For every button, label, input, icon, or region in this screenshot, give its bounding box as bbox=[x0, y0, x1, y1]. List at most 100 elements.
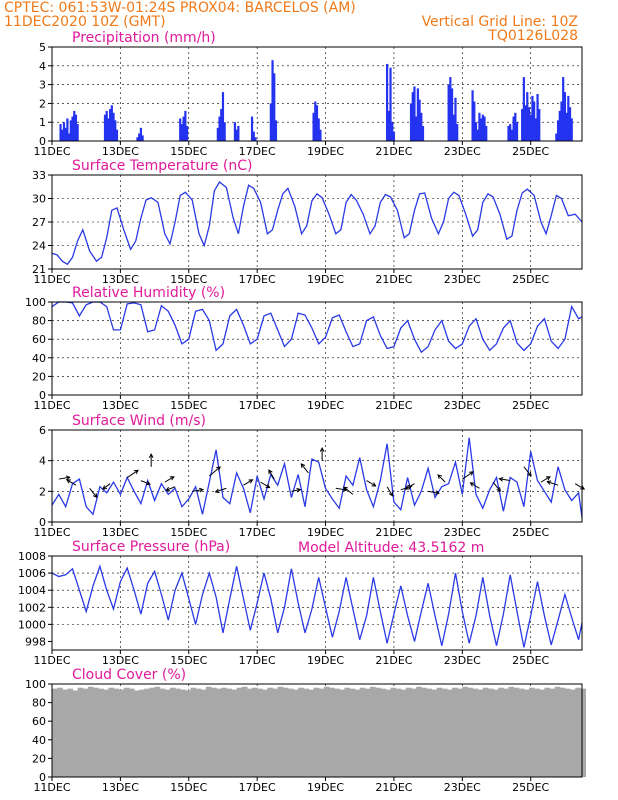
cloud-bar bbox=[134, 690, 140, 777]
y-tick-label: 60 bbox=[32, 333, 46, 346]
x-tick-label: 21DEC bbox=[375, 273, 412, 286]
header-date: 11DEC2020 10Z (GMT) bbox=[4, 14, 166, 30]
precip-bar bbox=[409, 103, 413, 141]
y-tick-label: 998 bbox=[25, 635, 46, 648]
cloud-bar bbox=[411, 688, 417, 777]
cloud-bar bbox=[498, 687, 504, 777]
cloud-bar bbox=[544, 687, 551, 777]
x-tick-label: 13DEC bbox=[102, 781, 139, 794]
x-tick-label: 19DEC bbox=[307, 399, 344, 412]
wind-arrow bbox=[523, 466, 532, 477]
y-tick-label: 40 bbox=[32, 734, 46, 747]
precip-bar bbox=[567, 95, 570, 141]
precip-bar bbox=[556, 120, 560, 141]
precip-bar bbox=[473, 101, 476, 141]
precip-bar bbox=[235, 129, 238, 141]
panel-frame bbox=[51, 301, 583, 396]
cloud-bar bbox=[195, 688, 202, 777]
header-station: CPTEC: 061:53W-01:24S PROX04: BARCELOS (… bbox=[4, 0, 356, 16]
wind-arrow bbox=[165, 486, 176, 492]
cloud-bar bbox=[169, 687, 176, 777]
precip-bar bbox=[524, 105, 527, 141]
panel-1: Surface Temperature (nC) 21 24 27 30 33 11DEC 1… bbox=[32, 158, 583, 286]
cloud-bar bbox=[287, 688, 294, 777]
cloud-bar bbox=[149, 687, 156, 777]
precip-bar bbox=[105, 110, 108, 141]
precip-bar bbox=[182, 116, 185, 141]
x-tick-label: 19DEC bbox=[307, 781, 344, 794]
precip-bar bbox=[391, 122, 394, 141]
precip-bar bbox=[533, 101, 536, 141]
precip-bar bbox=[510, 129, 514, 141]
panel-title: Surface Temperature (nC) bbox=[72, 158, 253, 174]
x-tick-label: 13DEC bbox=[102, 145, 139, 158]
precip-bar bbox=[271, 60, 274, 141]
wind-arrow bbox=[148, 453, 154, 467]
x-tick-label: 19DEC bbox=[307, 526, 344, 539]
x-tick-label: 21DEC bbox=[375, 145, 412, 158]
cloud-bar bbox=[277, 686, 284, 777]
precip-bar bbox=[456, 124, 459, 141]
precip-bar bbox=[411, 92, 414, 141]
cloud-bar bbox=[252, 687, 258, 777]
x-tick-label: 11DEC bbox=[33, 654, 70, 667]
y-tick-label: 20 bbox=[32, 370, 46, 383]
x-tick-label: 13DEC bbox=[102, 526, 139, 539]
y-tick-label: 1000 bbox=[18, 618, 46, 631]
cloud-bar bbox=[554, 686, 561, 777]
cloud-bar bbox=[380, 688, 386, 777]
wind-arrow bbox=[268, 469, 275, 480]
cloud-bar bbox=[211, 687, 217, 777]
precip-bar bbox=[185, 125, 189, 141]
y-tick-label: 0 bbox=[39, 771, 46, 784]
panel-0: Precipitation (mm/h) 0 1 2 3 4 5 11DEC 13DEC 15DE… bbox=[33, 30, 583, 158]
cloud-bar bbox=[282, 687, 289, 777]
cloud-bar bbox=[154, 686, 161, 777]
precip-bar bbox=[61, 129, 64, 141]
panel-title: Precipitation (mm/h) bbox=[72, 30, 216, 46]
x-tick-label: 15DEC bbox=[170, 273, 207, 286]
precip-bar bbox=[273, 73, 276, 141]
cloud-bar bbox=[216, 688, 222, 777]
cloud-bar bbox=[354, 689, 361, 777]
x-tick-label: 25DEC bbox=[512, 145, 549, 158]
wind-arrow bbox=[291, 487, 302, 493]
y-tick-label: 0 bbox=[39, 516, 46, 529]
cloud-bar bbox=[272, 688, 279, 777]
cloud-bar bbox=[93, 687, 99, 777]
precip-bar bbox=[252, 131, 255, 141]
panel-4: Surface Pressure (hPa) 998 1000 1002 1004 100… bbox=[18, 539, 583, 667]
y-tick-label: 33 bbox=[32, 169, 46, 182]
y-tick-label: 1 bbox=[39, 116, 46, 129]
precip-bar bbox=[387, 110, 390, 141]
y-tick-label: 2 bbox=[39, 97, 46, 110]
cloud-bar bbox=[446, 689, 453, 777]
cloud-bar bbox=[508, 686, 515, 777]
cloud-bar bbox=[467, 687, 474, 777]
precip-bar bbox=[527, 107, 531, 141]
x-tick-label: 15DEC bbox=[170, 399, 207, 412]
x-tick-label: 17DEC bbox=[239, 781, 276, 794]
precip-bar bbox=[392, 131, 396, 141]
precip-bar bbox=[71, 116, 74, 141]
cloud-bar bbox=[575, 687, 581, 777]
cloud-bar bbox=[57, 687, 63, 777]
cloud-bar bbox=[359, 687, 366, 777]
series-line bbox=[51, 301, 583, 354]
wind-arrow bbox=[437, 474, 446, 483]
cloud-bar bbox=[523, 689, 530, 777]
cloud-bar bbox=[416, 686, 422, 777]
y-tick-label: 0 bbox=[39, 135, 46, 148]
precip-bar bbox=[449, 77, 452, 141]
precip-bar bbox=[64, 127, 67, 141]
precip-bar bbox=[136, 137, 139, 141]
panel-title: Relative Humidity (%) bbox=[72, 285, 225, 301]
cloud-bar bbox=[262, 689, 268, 777]
cloud-bar bbox=[529, 687, 535, 777]
x-tick-label: 11DEC bbox=[33, 781, 70, 794]
cloud-bar bbox=[236, 687, 243, 777]
panels: Precipitation (mm/h) 0 1 2 3 4 5 11DEC 13DEC 15DE… bbox=[18, 30, 586, 794]
precip-bar bbox=[514, 112, 517, 141]
x-tick-label: 21DEC bbox=[375, 781, 412, 794]
wind-arrow bbox=[66, 479, 77, 486]
